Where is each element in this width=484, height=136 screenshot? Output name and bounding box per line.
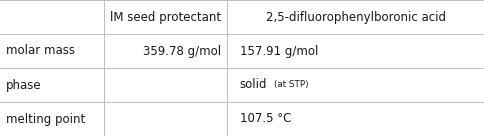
Text: solid: solid (240, 78, 267, 92)
Text: 157.91 g/mol: 157.91 g/mol (240, 44, 318, 58)
Text: lM seed protectant: lM seed protectant (110, 10, 221, 24)
Text: molar mass: molar mass (6, 44, 76, 58)
Text: 359.78 g/mol: 359.78 g/mol (143, 44, 221, 58)
Text: melting point: melting point (6, 112, 86, 126)
Text: 107.5 °C: 107.5 °C (240, 112, 291, 126)
Text: 2,5-difluorophenylboronic acid: 2,5-difluorophenylboronic acid (266, 10, 446, 24)
Text: (at STP): (at STP) (274, 80, 309, 89)
Text: phase: phase (6, 78, 42, 92)
